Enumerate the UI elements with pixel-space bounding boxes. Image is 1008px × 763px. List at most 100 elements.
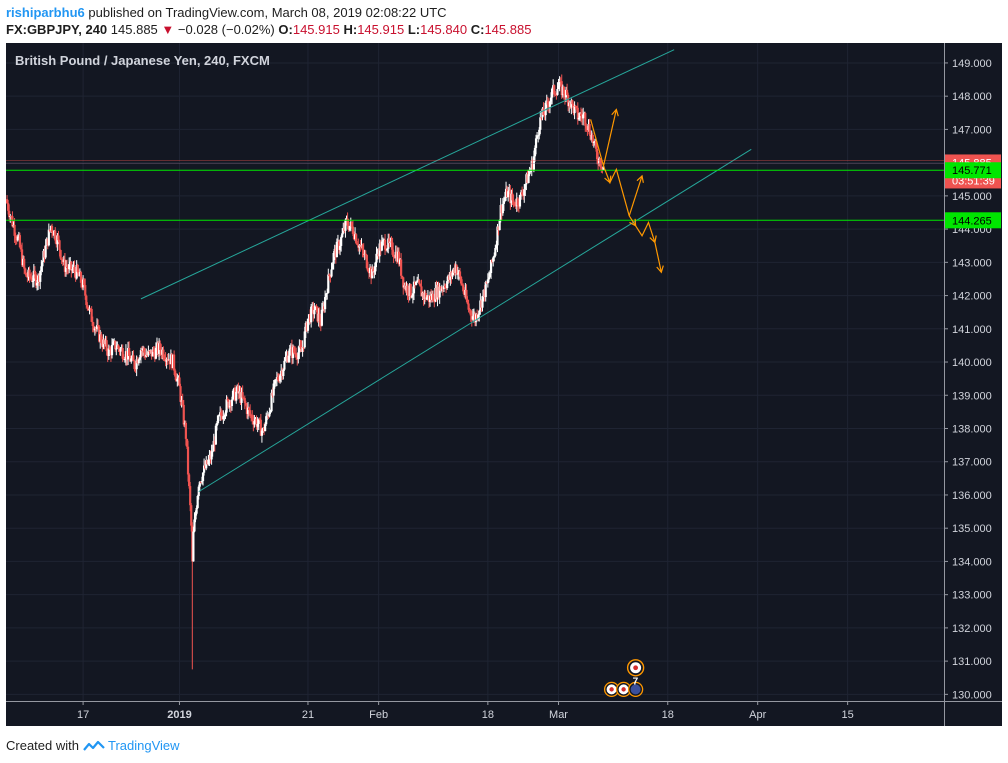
arrow-head-icon bbox=[656, 265, 664, 274]
candle-body bbox=[533, 147, 537, 157]
candle-body bbox=[16, 236, 19, 241]
candle-body bbox=[243, 398, 246, 403]
candle-body bbox=[383, 239, 387, 250]
candle-body bbox=[257, 418, 260, 424]
candle-body bbox=[256, 423, 259, 427]
candle-body bbox=[513, 202, 516, 206]
candle-body bbox=[258, 418, 261, 420]
candle-body bbox=[115, 348, 118, 350]
arrow-head-icon bbox=[604, 175, 612, 184]
candle-body bbox=[391, 242, 394, 255]
candle-body bbox=[584, 113, 587, 126]
candle-body bbox=[117, 345, 120, 349]
candle-body bbox=[410, 296, 413, 298]
candle-body bbox=[186, 446, 190, 475]
candle-body bbox=[85, 295, 88, 306]
candle-body bbox=[30, 277, 33, 282]
candle-body bbox=[496, 226, 499, 246]
candle-body bbox=[502, 200, 506, 204]
candle-body bbox=[477, 314, 480, 319]
candle-body bbox=[481, 296, 484, 308]
grid-lines bbox=[6, 43, 944, 701]
candle-body bbox=[130, 358, 133, 362]
candle-body bbox=[306, 318, 310, 331]
candle-body bbox=[459, 276, 463, 284]
candle-body bbox=[41, 261, 44, 267]
candle-body bbox=[432, 293, 435, 302]
channel-line-upper bbox=[140, 49, 675, 300]
candle-body bbox=[276, 377, 280, 380]
candle-body bbox=[64, 266, 68, 272]
candle-body bbox=[313, 309, 316, 315]
candle-body bbox=[83, 279, 86, 286]
candle-body bbox=[576, 107, 579, 120]
arrow-head-icon bbox=[629, 218, 637, 227]
candle-body bbox=[96, 325, 100, 327]
candle-body bbox=[397, 251, 401, 265]
candle-body bbox=[135, 359, 138, 370]
candle-body bbox=[207, 459, 210, 465]
candle-body bbox=[162, 349, 165, 359]
candle-body bbox=[178, 377, 181, 387]
candle-body bbox=[599, 158, 602, 167]
candle-body bbox=[235, 391, 238, 401]
candle-body bbox=[600, 166, 603, 168]
candle-body bbox=[573, 105, 576, 114]
price-tick-label: 139.000 bbox=[952, 390, 992, 402]
candlestick-chart[interactable]: 7 149.000148.000147.000146.000145.000144… bbox=[6, 43, 1002, 726]
candle-body bbox=[144, 352, 147, 357]
candle-body bbox=[212, 440, 215, 452]
candle-body bbox=[121, 347, 124, 359]
candle-body bbox=[571, 100, 574, 105]
candle-body bbox=[95, 325, 99, 329]
level-badge-bg bbox=[945, 162, 1001, 179]
candle-body bbox=[331, 263, 334, 270]
candle-body bbox=[98, 326, 101, 342]
candle-body bbox=[303, 331, 306, 348]
candle-body bbox=[528, 171, 531, 175]
candle-body bbox=[249, 410, 252, 416]
candle-body bbox=[532, 156, 535, 170]
candle-body bbox=[346, 218, 349, 226]
chart-panel[interactable]: 7 149.000148.000147.000146.000145.000144… bbox=[6, 43, 1002, 726]
candle-body bbox=[68, 264, 71, 270]
candle-body bbox=[20, 249, 24, 266]
symbol-ohlc-line: FX:GBPJPY, 240 145.885 ▼ −0.028 (−0.02%)… bbox=[6, 22, 531, 37]
candle-body bbox=[469, 310, 472, 316]
candle-body bbox=[294, 352, 297, 354]
tradingview-link[interactable]: TradingView bbox=[107, 738, 180, 753]
candle-body bbox=[365, 255, 368, 269]
candle-body bbox=[288, 348, 291, 356]
candle-body bbox=[536, 136, 539, 139]
close-value: 145.885 bbox=[484, 22, 532, 37]
candle-body bbox=[108, 348, 111, 350]
candle-body bbox=[534, 138, 538, 148]
candle-body bbox=[264, 424, 267, 432]
candle-body bbox=[329, 276, 332, 278]
candle-body bbox=[492, 257, 495, 262]
price-tick-label: 140.000 bbox=[952, 357, 992, 369]
candle-body bbox=[215, 423, 219, 426]
candle-body bbox=[268, 412, 271, 417]
candle-body bbox=[217, 415, 221, 417]
candle-body bbox=[348, 226, 351, 231]
candle-body bbox=[314, 305, 317, 310]
candle-body bbox=[201, 472, 205, 482]
price-tick-label: 149.000 bbox=[952, 58, 992, 70]
candle-body bbox=[498, 220, 501, 231]
candle-body bbox=[23, 258, 26, 269]
candle-body bbox=[567, 94, 570, 107]
candle-body bbox=[73, 266, 76, 273]
event-marker-dot bbox=[609, 687, 614, 692]
candle-body bbox=[420, 286, 423, 297]
candle-body bbox=[361, 245, 364, 251]
candle-body bbox=[6, 199, 9, 204]
last-price: 145.885 bbox=[110, 22, 158, 37]
price-change: −0.028 (−0.02%) bbox=[177, 22, 275, 37]
footer: Created with TradingView bbox=[6, 738, 180, 753]
candle-body bbox=[182, 404, 185, 425]
candle-body bbox=[550, 88, 554, 98]
candle-body bbox=[185, 438, 189, 447]
author-link[interactable]: rishiparbhu6 bbox=[6, 5, 85, 20]
level-badge: 144.265 bbox=[952, 215, 992, 227]
